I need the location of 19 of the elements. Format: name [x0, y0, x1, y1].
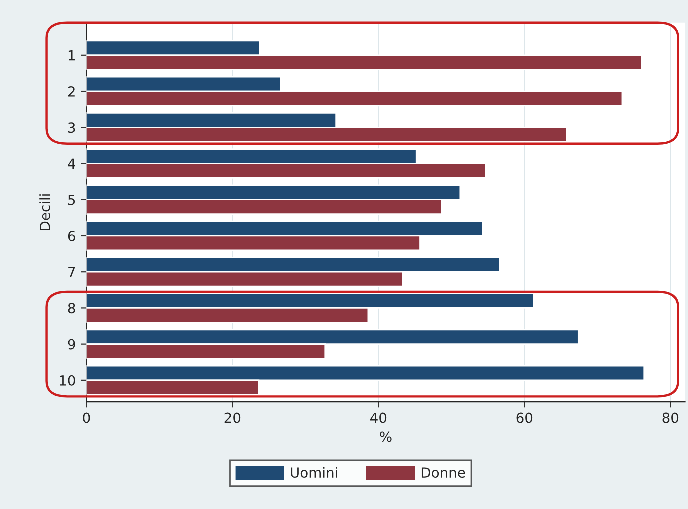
legend-label: Donne — [422, 468, 466, 478]
x-tick-label: 20 — [224, 412, 241, 424]
y-tick-label: 1 — [68, 50, 75, 61]
y-tick-label: 5 — [68, 195, 76, 206]
x-tick-label: 40 — [370, 412, 387, 424]
y-tick-label: 8 — [68, 303, 76, 314]
y-axis-title: Decili — [40, 194, 50, 230]
x-axis-title: % — [380, 432, 392, 442]
x-tick-label: 60 — [516, 412, 533, 424]
y-tick-label: 4 — [68, 158, 76, 170]
y-tick-label: 7 — [68, 267, 76, 278]
y-tick-label: 6 — [68, 230, 76, 242]
x-tick-label: 0 — [83, 412, 90, 424]
y-tick-label: 9 — [68, 339, 76, 350]
y-tick-label: 2 — [68, 86, 75, 97]
x-tick-label: 80 — [662, 412, 679, 424]
legend-label: Uomini — [291, 467, 338, 478]
y-tick-label: 10 — [60, 375, 76, 386]
y-tick-label: 3 — [68, 122, 76, 134]
